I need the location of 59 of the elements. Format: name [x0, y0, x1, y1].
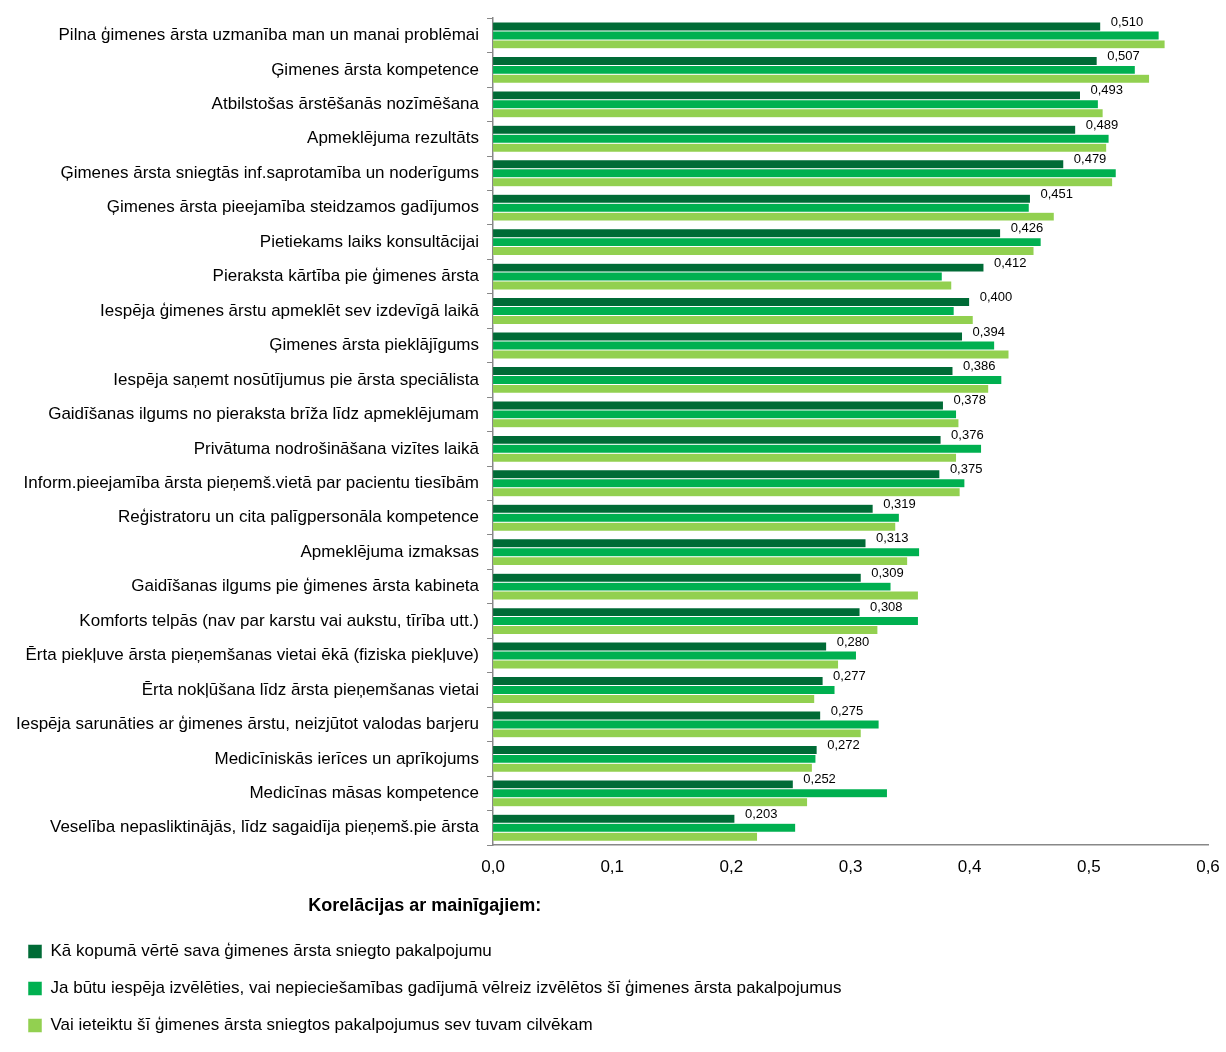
y-tick-label: Ērta piekļuve ārsta pieņemšanas vietai ēkā (fiziska piekļuve): [25, 645, 480, 665]
y-tick-label: Ģimenes ārsta pieejamība steidzamos gadījumos: [106, 197, 480, 217]
x-tick-label: 0,2: [719, 856, 744, 876]
data-label: 0,319: [883, 495, 916, 511]
data-label: 0,272: [827, 737, 860, 752]
x-tick-label: 0,3: [838, 856, 863, 876]
y-tick-label: Iespēja saņemt nosūtījumus pie ārsta speciālista: [113, 369, 480, 389]
y-tick-label: Medicīniskās ierīces un aprīkojums: [214, 748, 480, 768]
y-tick-label: Inform.pieejamība ārsta pieņemš.vietā par pacientu tiesībām: [23, 472, 480, 492]
data-label: 0,313: [876, 530, 909, 546]
data-label: 0,493: [1090, 82, 1124, 98]
legend-label: Kā kopumā vērtē sava ģimenes ārsta sniegto pakalpojumu: [50, 941, 492, 961]
data-label: 0,479: [1073, 151, 1107, 167]
data-label: 0,375: [949, 461, 983, 477]
y-tick-label: Apmeklējuma rezultāts: [307, 128, 480, 148]
y-tick-label: Iespēja ģimenes ārstu apmeklēt sev izdevīgā laikā: [100, 300, 480, 320]
y-tick-label: Ģimenes ārsta kompetence: [271, 59, 480, 79]
y-tick-label: Pietiekams laiks konsultācijai: [259, 231, 480, 251]
x-tick-label: 0,5: [1077, 856, 1101, 876]
data-label: 0,252: [803, 771, 836, 787]
data-label: 0,378: [953, 392, 987, 408]
y-tick-label: Komforts telpās (nav par karstu vai aukstu, tīrība utt.): [79, 610, 480, 630]
y-tick-label: Ģimenes ārsta pieklājīgums: [269, 335, 480, 355]
y-tick-label: Veselība nepasliktinājās, līdz sagaidīja pieņemš.pie ārsta: [49, 817, 480, 837]
data-label: 0,275: [830, 702, 864, 718]
data-label: 0,507: [1107, 48, 1140, 63]
y-tick-label: Pieraksta kārtība pie ģimenes ārsta: [212, 266, 480, 286]
y-tick-label: Privātuma nodrošināšana vizītes laikā: [193, 438, 480, 458]
x-tick-label: 0,0: [481, 856, 505, 876]
y-tick-label: Ērta nokļūšana līdz ārsta pieņemšanas vietai: [141, 679, 480, 699]
data-label: 0,309: [871, 564, 904, 580]
data-label: 0,451: [1040, 185, 1073, 201]
y-tick-label: Pilna ģimenes ārsta uzmanība man un manai problēmai: [58, 25, 480, 45]
y-tick-label: Apmeklējuma izmaksas: [300, 541, 480, 561]
data-label: 0,376: [951, 426, 984, 442]
data-label: 0,412: [993, 254, 1027, 270]
y-tick-label: Ģimenes ārsta sniegtās inf.saprotamība un noderīgums: [60, 162, 480, 182]
x-tick-label: 0,4: [957, 856, 982, 876]
data-label: 0,510: [1110, 13, 1144, 29]
y-tick-label: Medicīnas māsas kompetence: [249, 783, 480, 803]
data-label: 0,394: [972, 323, 1006, 339]
y-tick-label: Gaidīšanas ilgums pie ģimenes ārsta kabineta: [131, 576, 480, 596]
data-label: 0,400: [979, 289, 1013, 305]
data-label: 0,308: [870, 599, 903, 615]
data-label: 0,426: [1010, 220, 1044, 236]
y-tick-label: Atbilstošas ārstēšanās nozīmēšana: [211, 94, 480, 114]
y-tick-label: Gaidīšanas ilgums no pieraksta brīža līdz apmeklējumam: [48, 404, 480, 424]
x-tick-label: 0,1: [600, 856, 625, 876]
y-tick-label: Iespēja sarunāties ar ģimenes ārstu, neizjūtot valodas barjeru: [15, 714, 480, 734]
legend-label: Ja būtu iespēja izvēlēties, vai nepieciešamības gadījumā vēlreiz izvēlētos šī ģimenes ārsta pakalpojumus: [50, 978, 842, 998]
legend-label: Vai ieteiktu šī ģimenes ārsta sniegtos pakalpojumus sev tuvam cilvēkam: [50, 1015, 593, 1035]
data-label: 0,386: [963, 358, 996, 374]
data-label: 0,489: [1085, 116, 1119, 132]
data-label: 0,280: [836, 633, 870, 649]
data-label: 0,277: [833, 668, 866, 684]
legend-title: Korelācijas ar mainīgajiem:: [308, 895, 542, 916]
y-tick-label: Reģistratoru un cita palīgpersonāla kompetence: [118, 507, 480, 527]
data-label: 0,203: [744, 805, 778, 821]
x-tick-label: 0,6: [1196, 856, 1220, 876]
